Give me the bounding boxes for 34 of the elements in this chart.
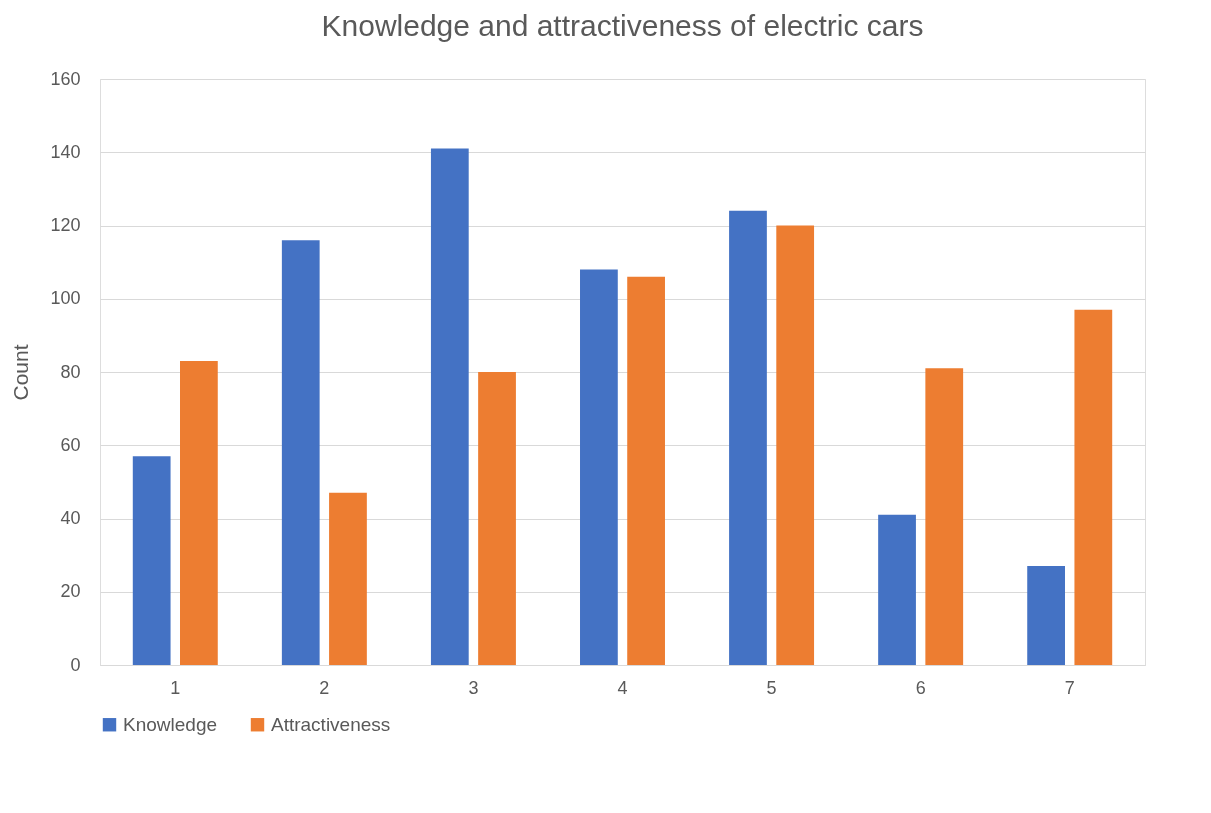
x-tick-label: 4 <box>617 677 628 698</box>
y-axis-title: Count <box>9 344 33 401</box>
y-tick-label: 100 <box>50 288 81 309</box>
x-tick-label: 3 <box>468 677 479 698</box>
bar <box>776 225 815 665</box>
x-tick-label: 7 <box>1064 677 1075 698</box>
x-tick-label: 5 <box>766 677 777 698</box>
y-tick-label: 60 <box>60 434 81 455</box>
y-tick-label: 120 <box>50 215 81 235</box>
x-tick-label: 6 <box>915 677 926 698</box>
bar <box>132 456 171 665</box>
y-tick-label: 0 <box>70 654 81 675</box>
y-tick-label: 40 <box>60 508 81 528</box>
x-tick-label: 1 <box>170 677 181 698</box>
bar <box>1027 566 1065 665</box>
bar <box>180 361 218 665</box>
bar <box>1074 309 1113 665</box>
legend-label: Attractiveness <box>271 713 391 735</box>
y-tick-label: 20 <box>60 581 81 602</box>
bar <box>878 514 916 665</box>
x-tick-label: 2 <box>319 677 330 698</box>
legend-label: Knowledge <box>123 713 218 735</box>
bar <box>281 240 320 665</box>
y-tick-label: 140 <box>50 141 81 162</box>
bar <box>925 368 964 665</box>
chart-title: Knowledge and attractiveness of electric cars <box>321 9 924 42</box>
bar <box>329 492 367 665</box>
y-tick-label: 160 <box>50 68 81 89</box>
bar <box>478 372 516 665</box>
bar <box>580 269 618 665</box>
bar <box>729 210 767 665</box>
y-tick-label: 80 <box>60 361 81 382</box>
bar <box>430 148 469 665</box>
bar <box>627 276 665 665</box>
